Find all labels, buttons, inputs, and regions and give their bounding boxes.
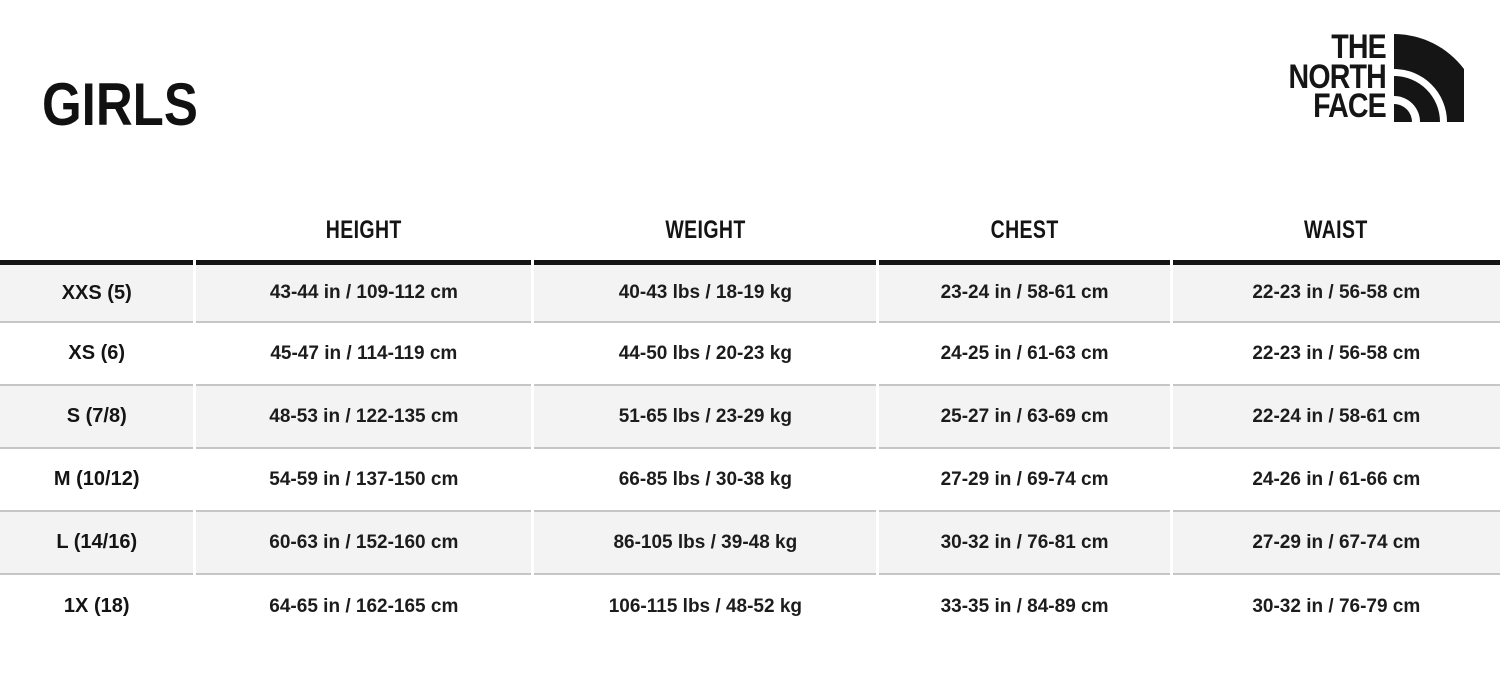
cell-size: S (7/8) <box>0 386 194 449</box>
size-chart-section: HEIGHT WEIGHT CHEST WAIST XXS (5) 43-44 … <box>0 200 1500 638</box>
cell-chest: 33-35 in / 84-89 cm <box>879 575 1170 638</box>
page-header: GIRLS THE NORTH FACE <box>0 0 1500 200</box>
column-header-waist: WAIST <box>1304 215 1369 244</box>
header-row: HEIGHT WEIGHT CHEST WAIST <box>0 200 1500 260</box>
cell-size: XS (6) <box>0 323 194 386</box>
cell-weight: 44-50 lbs / 20-23 kg <box>534 323 877 386</box>
table-row-m: M (10/12) 54-59 in / 137-150 cm 66-85 lb… <box>0 449 1500 512</box>
cell-weight: 106-115 lbs / 48-52 kg <box>534 575 877 638</box>
brand-logo-line-3: FACE <box>1313 87 1387 125</box>
cell-size: 1X (18) <box>0 575 194 638</box>
cell-waist: 27-29 in / 67-74 cm <box>1172 512 1500 575</box>
cell-height: 64-65 in / 162-165 cm <box>196 575 532 638</box>
cell-weight: 40-43 lbs / 18-19 kg <box>534 260 877 323</box>
cell-size: L (14/16) <box>0 512 194 575</box>
table-row-l: L (14/16) 60-63 in / 152-160 cm 86-105 l… <box>0 512 1500 575</box>
table-row-1x: 1X (18) 64-65 in / 162-165 cm 106-115 lb… <box>0 575 1500 638</box>
cell-weight: 51-65 lbs / 23-29 kg <box>534 386 877 449</box>
cell-waist: 22-23 in / 56-58 cm <box>1172 323 1500 386</box>
table-row-xxs: XXS (5) 43-44 in / 109-112 cm 40-43 lbs … <box>0 260 1500 323</box>
brand-logo: THE NORTH FACE <box>1270 28 1464 125</box>
page-title: GIRLS <box>42 71 198 138</box>
column-header-chest: CHEST <box>990 215 1059 244</box>
cell-waist: 24-26 in / 61-66 cm <box>1172 449 1500 512</box>
cell-chest: 27-29 in / 69-74 cm <box>879 449 1170 512</box>
column-header-size <box>0 200 193 260</box>
cell-chest: 23-24 in / 58-61 cm <box>879 260 1170 323</box>
cell-waist: 22-23 in / 56-58 cm <box>1172 260 1500 323</box>
brand-logo-line-2: NORTH <box>1288 57 1387 96</box>
brand-logo-wordmark: THE NORTH FACE <box>1288 28 1387 125</box>
cell-size: M (10/12) <box>0 449 194 512</box>
cell-chest: 24-25 in / 61-63 cm <box>879 323 1170 386</box>
cell-chest: 25-27 in / 63-69 cm <box>879 386 1170 449</box>
half-dome-icon <box>1394 32 1464 123</box>
table-row-xs: XS (6) 45-47 in / 114-119 cm 44-50 lbs /… <box>0 323 1500 386</box>
cell-height: 54-59 in / 137-150 cm <box>196 449 532 512</box>
cell-height: 48-53 in / 122-135 cm <box>196 386 532 449</box>
brand-logo-line-1: THE <box>1331 28 1386 66</box>
size-chart-table: HEIGHT WEIGHT CHEST WAIST XXS (5) 43-44 … <box>0 200 1500 638</box>
cell-height: 60-63 in / 152-160 cm <box>196 512 532 575</box>
cell-weight: 66-85 lbs / 30-38 kg <box>534 449 877 512</box>
cell-waist: 30-32 in / 76-79 cm <box>1172 575 1500 638</box>
cell-weight: 86-105 lbs / 39-48 kg <box>534 512 877 575</box>
cell-size: XXS (5) <box>0 260 194 323</box>
cell-height: 43-44 in / 109-112 cm <box>196 260 532 323</box>
column-header-height: HEIGHT <box>325 215 402 244</box>
cell-waist: 22-24 in / 58-61 cm <box>1172 386 1500 449</box>
cell-height: 45-47 in / 114-119 cm <box>196 323 532 386</box>
cell-chest: 30-32 in / 76-81 cm <box>879 512 1170 575</box>
column-header-weight: WEIGHT <box>665 215 746 244</box>
table-row-s: S (7/8) 48-53 in / 122-135 cm 51-65 lbs … <box>0 386 1500 449</box>
